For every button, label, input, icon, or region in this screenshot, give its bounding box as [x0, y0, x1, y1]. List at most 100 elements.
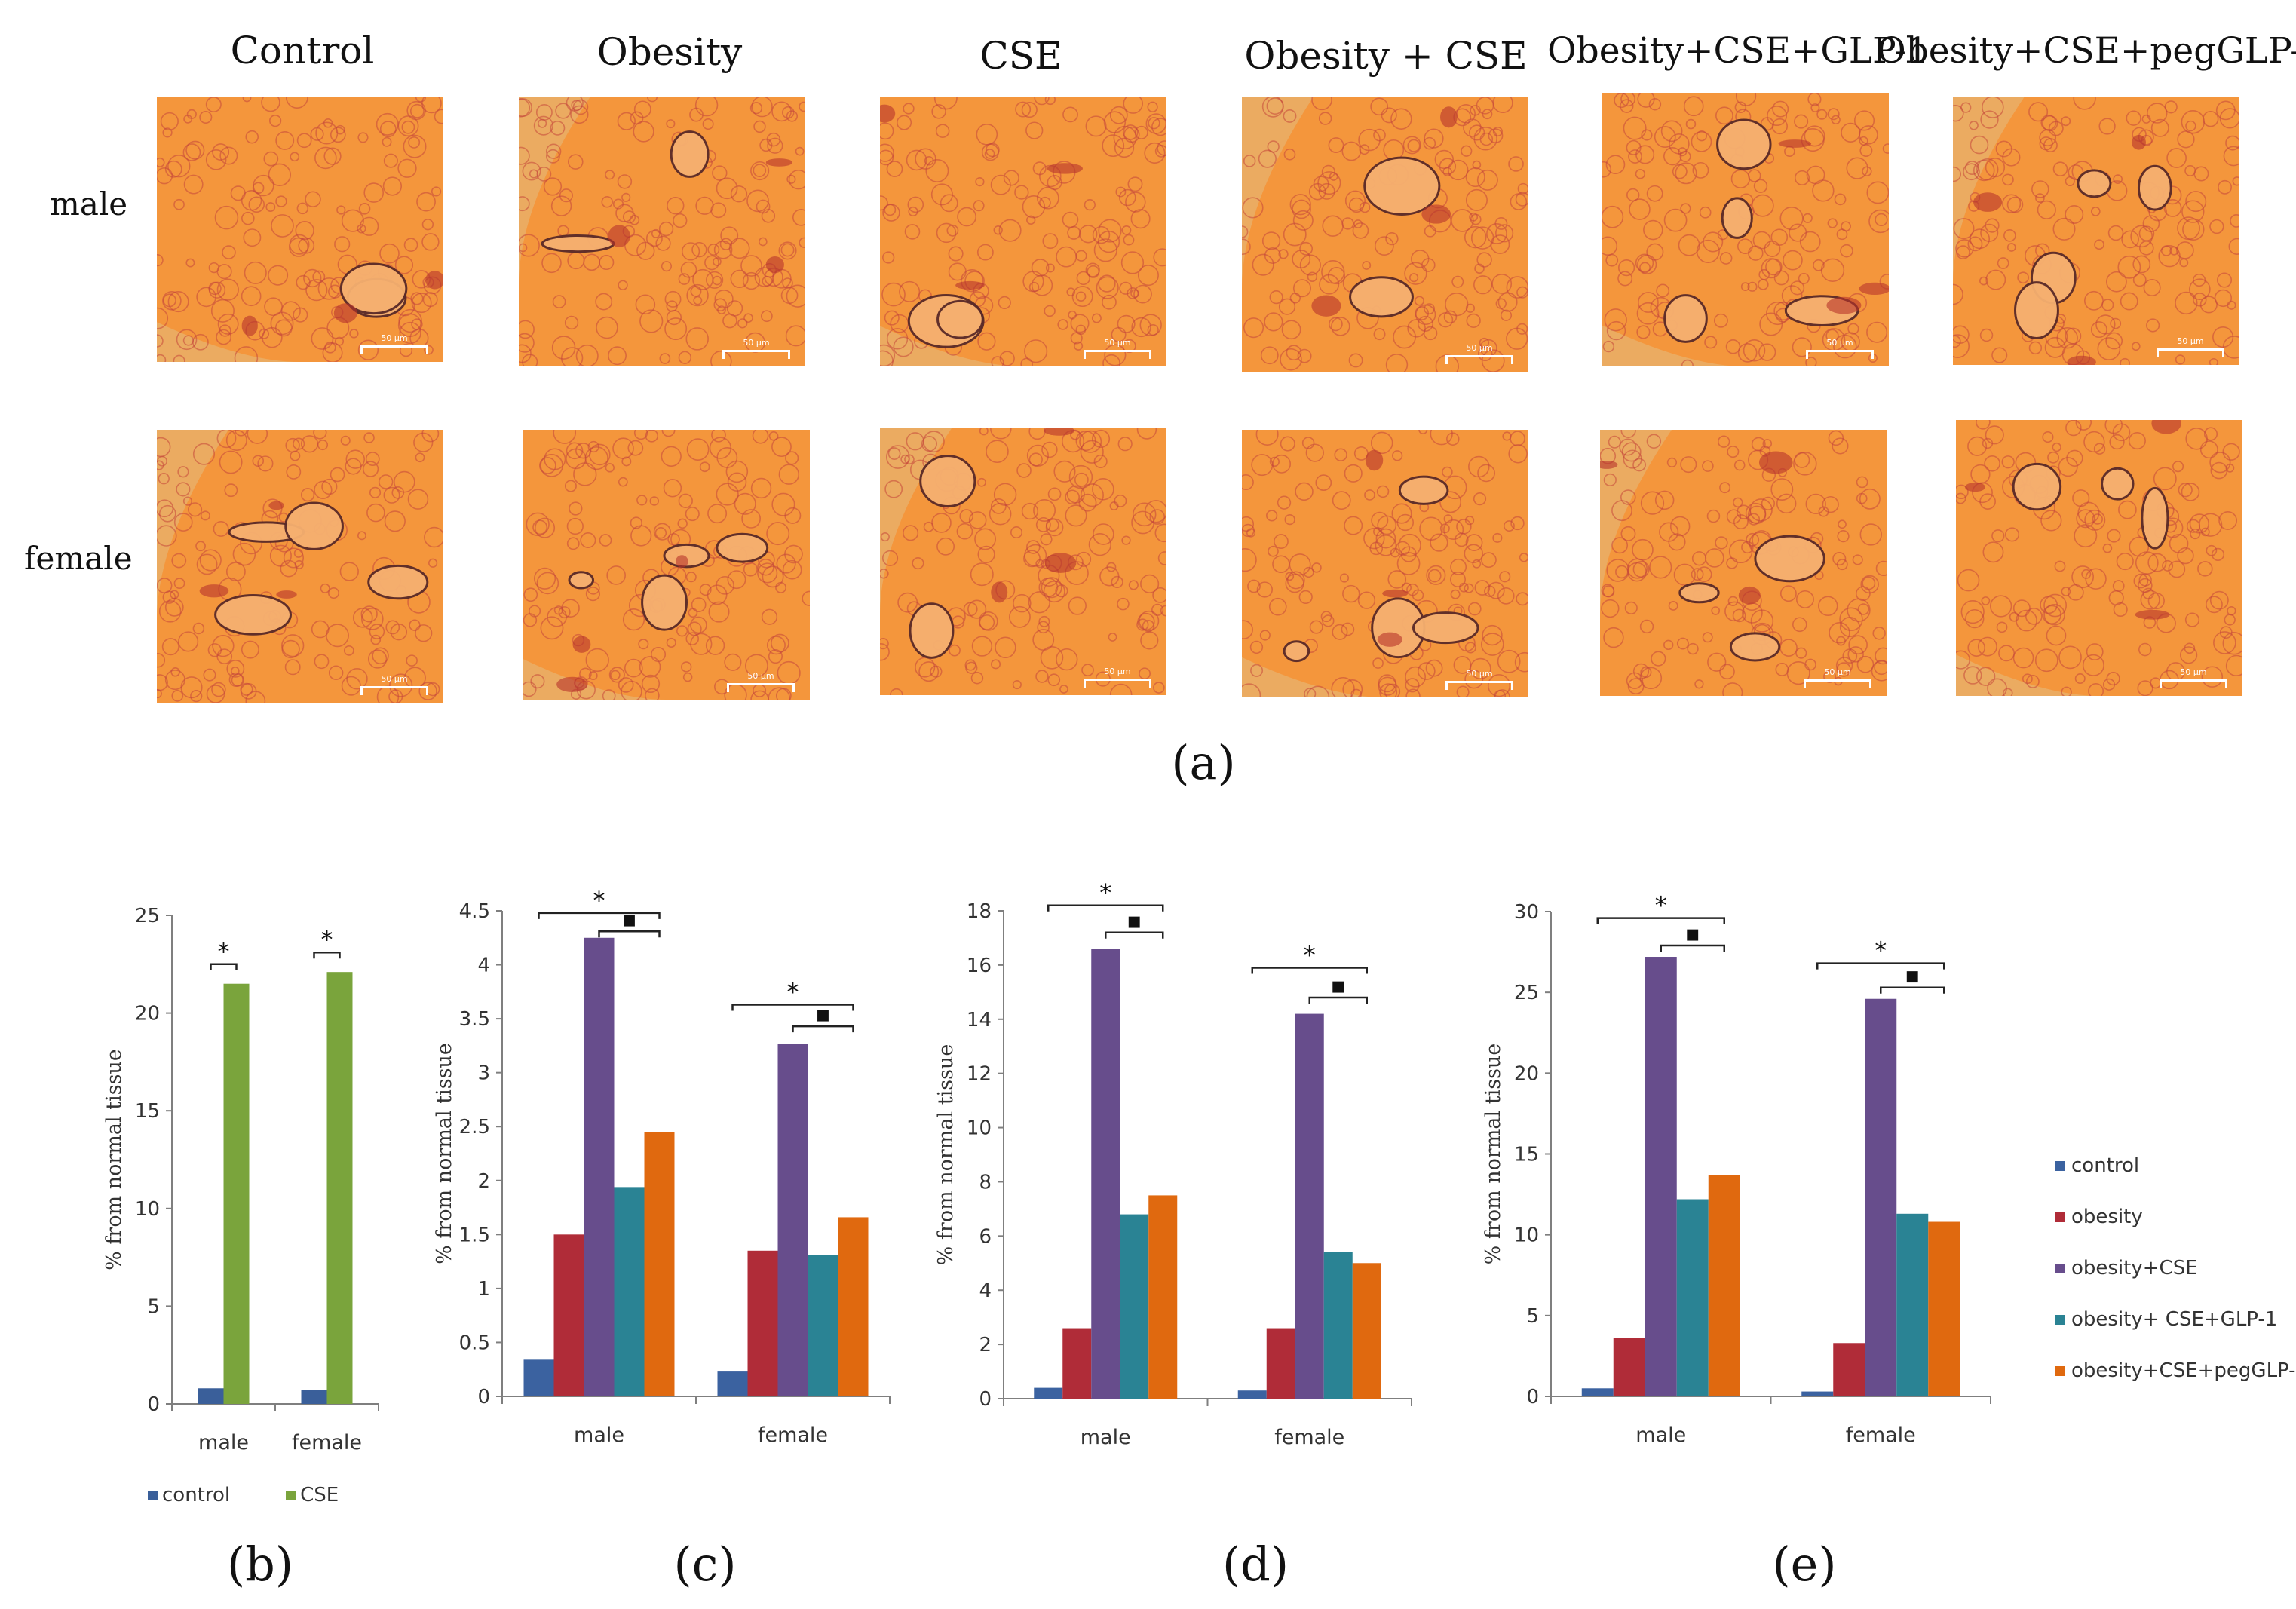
- scale-bar: [1084, 679, 1151, 688]
- legend-swatch-obesity: [2055, 1212, 2065, 1222]
- lung-tissue-image: [1600, 430, 1887, 696]
- legend-swatch-control: [148, 1490, 158, 1500]
- y-tick-label: 10: [967, 1117, 992, 1140]
- y-tick-label: 10: [1514, 1224, 1539, 1247]
- y-tick-label: 0: [477, 1386, 490, 1408]
- lung-tissue-image: [1242, 97, 1528, 372]
- scale-bar-label: 50 µm: [743, 338, 770, 348]
- y-tick-label: 4: [477, 955, 490, 977]
- column-label-obesity-cse-glp1: Obesity+CSE+GLP-1: [1547, 30, 1929, 72]
- panel-label-a: (a): [1171, 735, 1236, 790]
- bar: [553, 1234, 584, 1396]
- legend-label-control: control: [2071, 1154, 2140, 1177]
- y-tick-label: 20: [135, 1003, 160, 1025]
- legend-swatch-control: [2055, 1160, 2065, 1171]
- scale-bar: [360, 686, 428, 695]
- bar: [1676, 1199, 1709, 1396]
- significance-star-marker: *: [1875, 936, 1887, 965]
- scale-bar: [1806, 350, 1874, 359]
- y-tick-label: 14: [967, 1009, 992, 1031]
- y-tick-label: 2.5: [459, 1116, 490, 1139]
- y-tick-label: 4.5: [459, 900, 490, 923]
- bar: [326, 972, 353, 1404]
- bar: [1645, 957, 1677, 1396]
- micrograph-male-obesity-cse-glp-1: 50 µm: [1602, 93, 1889, 366]
- legend-swatch-obesity-cse-glp1: [2055, 1314, 2065, 1325]
- bar: [1237, 1390, 1267, 1399]
- x-category-label: male: [1081, 1426, 1131, 1449]
- bar: [1034, 1387, 1063, 1399]
- micrograph-male-obesity-cse: 50 µm: [1242, 97, 1528, 372]
- y-tick-label: 2: [979, 1334, 992, 1356]
- bar-chart-c: 0 0.5 1 1.5 2 2.5 3 3.5 4 4.5 % from normal tissue…: [433, 886, 891, 1447]
- significance-bracket: [1308, 996, 1368, 1004]
- lung-tissue-image: [1602, 93, 1889, 366]
- legend-row-obesity: obesity: [2055, 1191, 2296, 1243]
- bar: [747, 1250, 778, 1396]
- x-category-label: male: [1635, 1424, 1686, 1447]
- micrograph-female-cse: 50 µm: [880, 428, 1166, 695]
- bar: [808, 1255, 838, 1396]
- legend-treatment-groups: control obesity obesity+CSE obesity+ CSE…: [2055, 1140, 2296, 1396]
- y-tick-label: 0: [1526, 1386, 1539, 1408]
- panel-label-b: (b): [226, 1537, 294, 1592]
- y-tick-label: 16: [967, 955, 992, 977]
- scale-bar: [727, 683, 795, 692]
- y-tick-label: 25: [135, 905, 160, 927]
- y-axis-title: % from normal tissue: [934, 1044, 958, 1266]
- column-label-obesity-cse-pegglp1: Obesity+CSE+pegGLP-1: [1877, 30, 2296, 72]
- bar: [1120, 1214, 1149, 1399]
- significance-bracket: [1660, 944, 1725, 952]
- y-tick-label: 15: [1514, 1144, 1539, 1166]
- scale-bar-label: 50 µm: [1104, 338, 1131, 348]
- significance-star-marker: *: [321, 925, 333, 954]
- scale-bar-label: 50 µm: [381, 674, 408, 684]
- lung-tissue-image: [1953, 97, 2239, 365]
- lung-tissue-image: [1242, 430, 1528, 697]
- significance-bracket: [1105, 931, 1164, 939]
- bar-chart-e: 0 5 10 15 20 25 30 % from normal tissue male fema…: [1482, 891, 1991, 1447]
- column-label-obesity: Obesity: [596, 30, 743, 74]
- row-label-male: male: [50, 185, 128, 222]
- bar: [838, 1217, 869, 1396]
- scale-bar-label: 50 µm: [2180, 667, 2207, 677]
- bar-chart-b: 0 5 10 15 20 25 % from normal tissue male female…: [103, 905, 379, 1454]
- significance-square-marker: ▪: [621, 906, 636, 933]
- panel-label-c: (c): [673, 1537, 737, 1592]
- row-label-female: female: [24, 540, 133, 577]
- micrograph-female-obesity-cse-glp-1: 50 µm: [1600, 430, 1887, 696]
- y-tick-label: 1: [477, 1278, 490, 1301]
- bar: [777, 1044, 808, 1396]
- scale-bar: [722, 350, 790, 359]
- scale-bar-label: 50 µm: [1826, 338, 1853, 348]
- significance-bracket: [598, 930, 661, 938]
- micrograph-female-obesity: 50 µm: [523, 430, 810, 700]
- bar: [1148, 1195, 1178, 1399]
- significance-square-marker: ▪: [1685, 921, 1700, 947]
- significance-star-marker: *: [1099, 878, 1111, 907]
- bar: [1896, 1213, 1929, 1396]
- lung-tissue-image: [880, 428, 1166, 695]
- significance-square-marker: ▪: [1905, 963, 1920, 989]
- column-label-cse: CSE: [979, 34, 1062, 78]
- bar: [1928, 1221, 1960, 1396]
- legend-swatch-obesity-cse-pegglp1: [2055, 1365, 2065, 1376]
- significance-square-marker: ▪: [1331, 973, 1346, 999]
- lung-tissue-image: [523, 430, 810, 700]
- micrograph-female-obesity-cse: 50 µm: [1242, 430, 1528, 697]
- y-axis-title: % from normal tissue: [1482, 1044, 1505, 1265]
- legend-label-obesity-cse: obesity+CSE: [2071, 1257, 2198, 1280]
- y-tick-label: 0.5: [459, 1332, 490, 1354]
- y-tick-label: 15: [135, 1100, 160, 1123]
- scale-bar: [2160, 679, 2227, 688]
- bar: [1581, 1388, 1614, 1396]
- significance-star-marker: *: [1304, 940, 1316, 969]
- x-category-label: female: [292, 1431, 362, 1454]
- scale-bar-label: 50 µm: [1466, 669, 1493, 679]
- legend-swatch-cse: [286, 1490, 296, 1500]
- bar: [1062, 1328, 1092, 1399]
- legend-swatch-obesity-cse: [2055, 1263, 2065, 1273]
- legend-label-obesity-cse-glp1: obesity+ CSE+GLP-1: [2071, 1308, 2278, 1331]
- significance-bracket: [1251, 967, 1368, 974]
